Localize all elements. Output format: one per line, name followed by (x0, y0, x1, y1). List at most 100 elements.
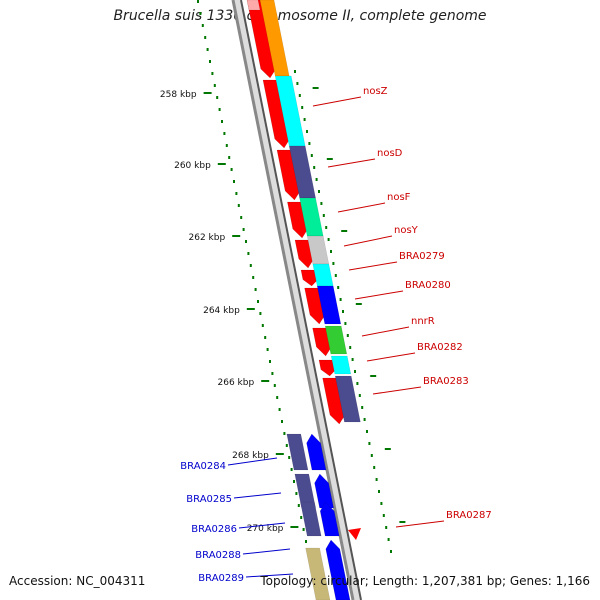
tick-ring-dot-outer (318, 190, 320, 193)
tick-ring-dot-inner (300, 516, 303, 519)
tick-ring-dot-inner (305, 540, 307, 543)
tick-label: 260 kbp (174, 161, 211, 171)
tick-ring-dot-inner (295, 492, 298, 495)
tick-ring-dot-inner (269, 360, 271, 363)
tick-ring-dot-outer (315, 178, 318, 181)
forward-cds-arrow (294, 239, 315, 269)
tick-ring-dot-inner (297, 504, 300, 507)
tick-ring-dot-outer (378, 490, 380, 493)
leader-line (245, 573, 294, 578)
gene-label-BRA0279: BRA0279 (399, 251, 445, 262)
tick-ring-dot-inner (225, 144, 228, 147)
backbone-fill (233, 0, 361, 600)
tick-label: 262 kbp (189, 233, 226, 243)
tick-ring-dot-inner (285, 444, 288, 447)
leader-line (361, 326, 410, 337)
tick-ring-dot-inner (276, 396, 279, 399)
tick-label: 270 kbp (247, 524, 284, 534)
forward-cds-arrow (246, 0, 277, 79)
tick-ring-dot-outer (375, 478, 378, 481)
tick-ring-dot-inner (211, 72, 214, 75)
leader-line (242, 548, 291, 555)
tick-ring-dot-outer (327, 238, 330, 241)
feature-block-BRA0284 (286, 433, 309, 471)
tick-ring-dot-outer (303, 118, 306, 121)
tick-ring-dot-inner (228, 156, 231, 159)
forward-cds-top-fade (246, 0, 261, 11)
tick-ring-dot-inner (240, 216, 243, 219)
tick-ring-dot-outer (380, 502, 383, 505)
forward-cds-arrow (318, 359, 337, 377)
forward-cds-arrow (300, 269, 319, 287)
tick-ring-dot-inner (302, 528, 305, 531)
tick-ring-dot-outer (308, 142, 311, 145)
tick-ring-dot-outer (361, 406, 364, 409)
tick-ring-dot-outer (385, 526, 388, 529)
tick-ring-dot-outer (325, 226, 328, 229)
leader-line (312, 96, 362, 107)
gene-label-BRA0287: BRA0287 (446, 510, 492, 521)
tick-ring-dot-inner (242, 228, 245, 231)
leader-line (227, 457, 278, 466)
feature-block-BRA0286 (300, 501, 322, 537)
tick-label: 268 kbp (232, 451, 269, 461)
tick-ring-dot-outer (368, 442, 371, 445)
tick-ring-dot-inner (278, 408, 281, 411)
tick-ring-dot-inner (216, 96, 219, 99)
tick-ring-dot-outer (356, 382, 359, 385)
tick-ring-dot-inner (283, 432, 286, 435)
tick-ring-dot-outer (298, 94, 301, 97)
tick-label: 264 kbp (203, 306, 240, 316)
gene-label-BRA0283: BRA0283 (423, 376, 469, 387)
gene-label-BRA0284: BRA0284 (180, 461, 226, 472)
backbone-layer (231, 0, 362, 600)
tick-ring-dot-outer (322, 214, 325, 217)
tick-ring-dot-inner (204, 36, 207, 39)
reverse-cds-arrow (319, 501, 340, 537)
tick-ring-dot-outer (363, 418, 366, 421)
tick-ring-dot-inner (237, 204, 240, 207)
tick-ring-dot-inner (206, 48, 209, 51)
gene-label-nosD: nosD (377, 148, 403, 159)
tick-ring-dot-inner (261, 324, 264, 327)
map-title: Brucella suis 1330 chromosome II, comple… (113, 8, 487, 24)
backbone-line-outer (240, 0, 362, 600)
tick-ring-dot-inner (213, 84, 216, 87)
leader-line (372, 386, 422, 395)
tick-ring-dot-outer (344, 322, 347, 325)
leader-line (337, 202, 386, 213)
tick-ring-dot-inner (197, 0, 199, 3)
tick-label: 258 kbp (160, 90, 197, 100)
tick-ring-dot-inner (254, 288, 257, 291)
feature-block-BRA0279 (312, 263, 334, 287)
gene-label-nosF: nosF (387, 192, 411, 203)
tick-ring-dot-outer (349, 346, 352, 349)
tick-ring-dot-outer (306, 130, 308, 133)
tick-ring-dot-inner (209, 60, 211, 63)
feature-block-BRA0287 (348, 528, 361, 540)
accession-text: Accession: NC_004311 (9, 574, 146, 588)
tick-ring-dot-outer (342, 310, 344, 313)
summary-text: Topology: circular; Length: 1,207,381 bp… (260, 574, 590, 588)
tick-ring-dot-inner (233, 180, 235, 183)
tick-ring-dot-inner (230, 168, 233, 171)
leader-line (343, 235, 393, 247)
tick-ring-dot-outer (354, 370, 356, 373)
gene-label-nosZ: nosZ (363, 86, 388, 97)
tick-ring-dot-inner (221, 120, 223, 123)
feature-block-BRA0283 (334, 375, 361, 423)
features-layer (246, 0, 361, 600)
tick-ring-dot-inner (273, 384, 276, 387)
tick-ring-dot-inner (266, 348, 269, 351)
tick-ring-dot-outer (332, 262, 335, 265)
leader-line (233, 492, 282, 499)
tick-ring-dot-outer (346, 334, 349, 337)
tick-ring-dot-outer (351, 358, 354, 361)
leader-line (348, 261, 398, 271)
leader-line (366, 352, 416, 362)
leader-line (327, 158, 376, 168)
tick-ring-dot-inner (252, 276, 255, 279)
tick-ring-dot-outer (330, 250, 332, 253)
feature-block-BRA0288 (305, 547, 331, 600)
